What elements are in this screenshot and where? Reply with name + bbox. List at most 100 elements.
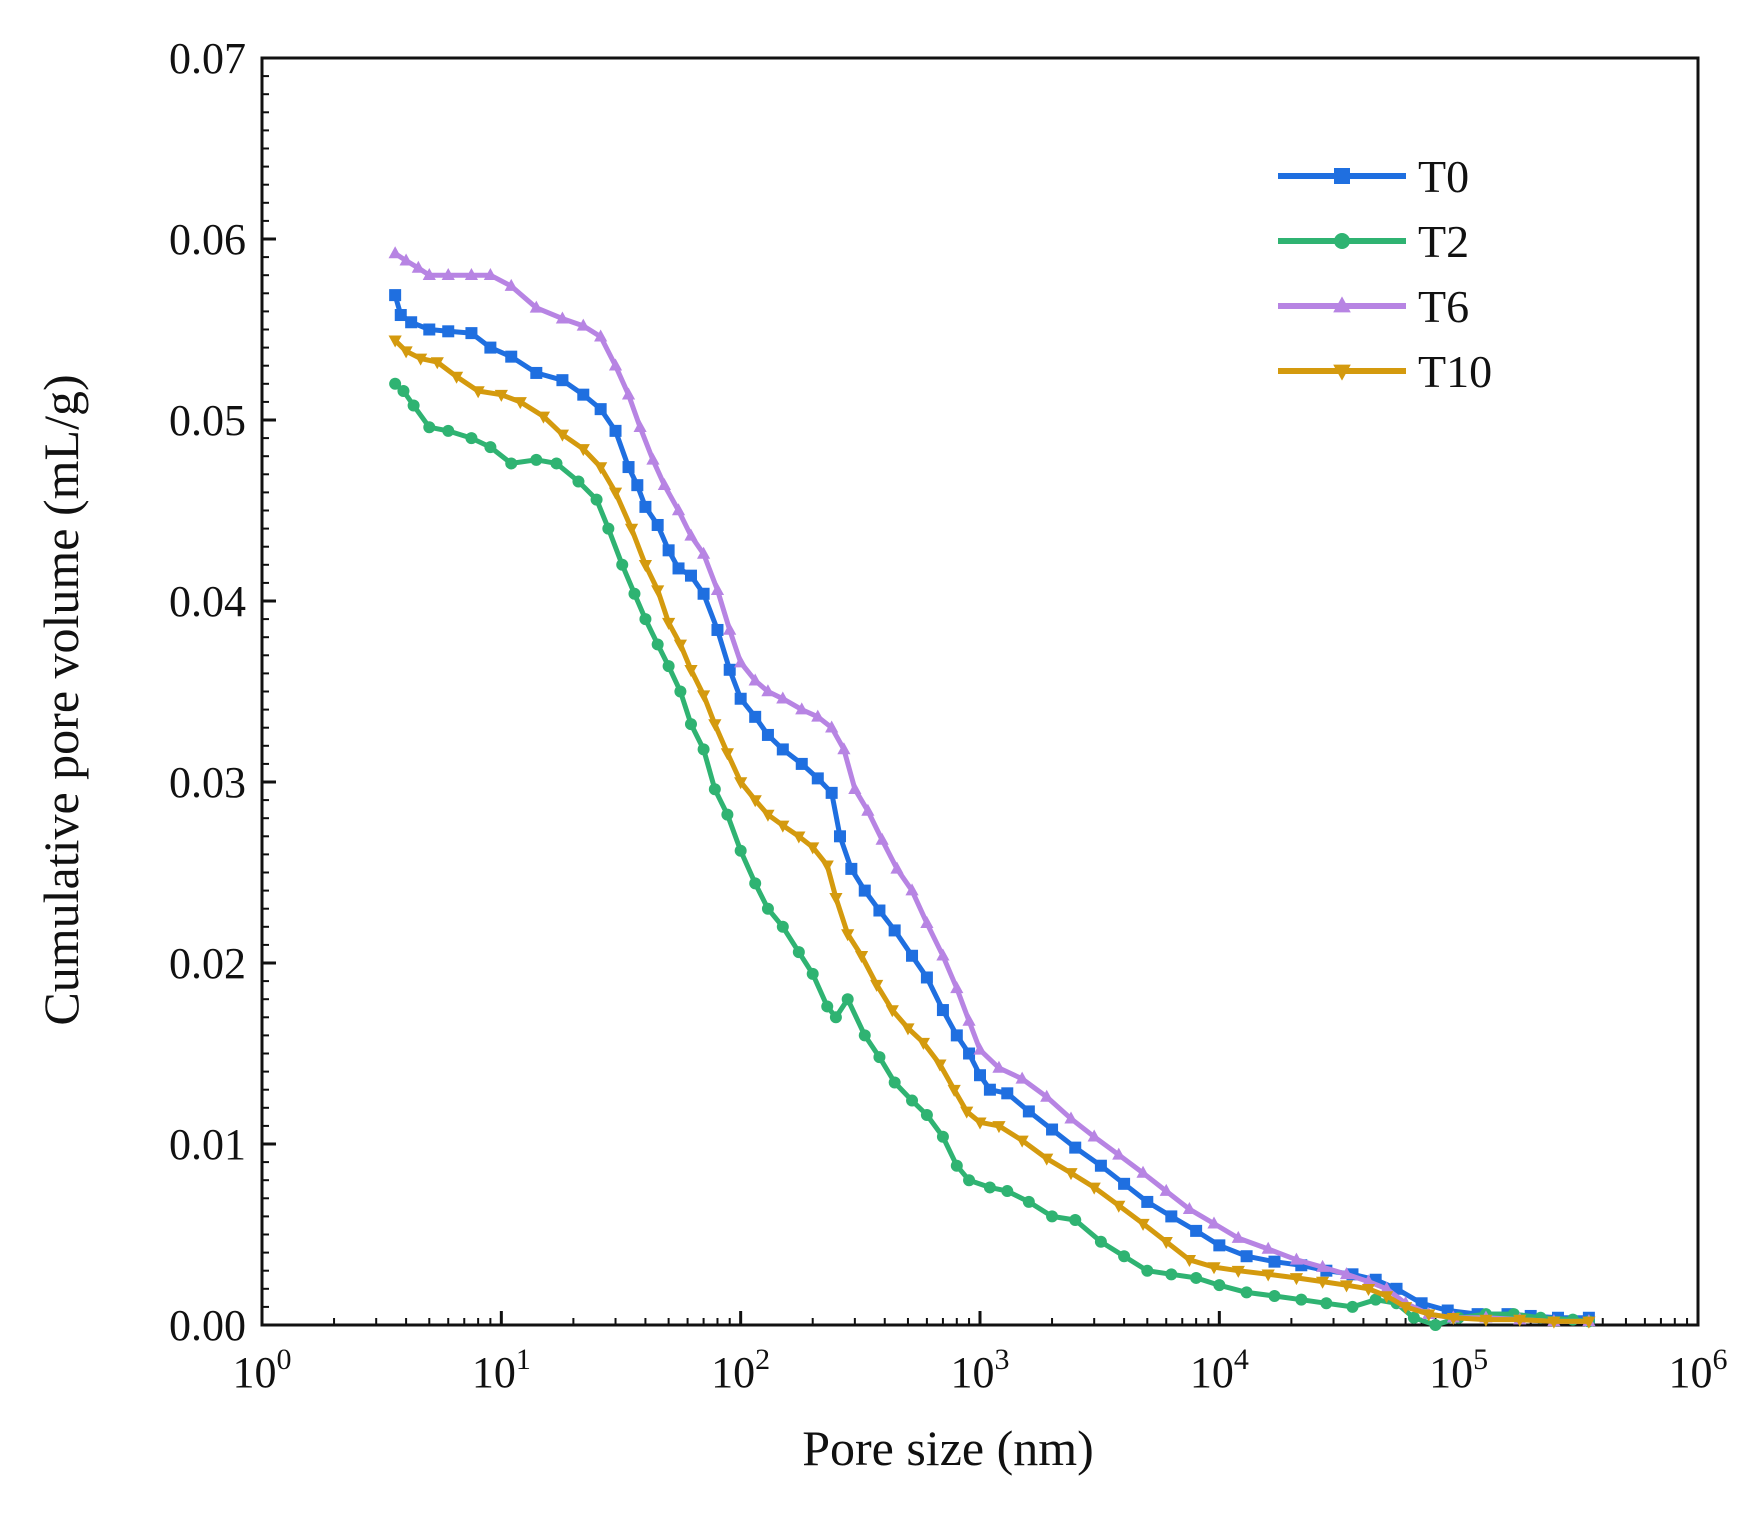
data-point-t2 bbox=[1213, 1279, 1226, 1292]
x-tick-label: 106 bbox=[1669, 1343, 1728, 1397]
data-point-t2 bbox=[662, 660, 675, 673]
y-tick-label: 0.07 bbox=[169, 34, 246, 83]
data-point-t0 bbox=[662, 544, 675, 557]
data-point-t10 bbox=[1479, 1314, 1493, 1327]
data-point-t2 bbox=[602, 522, 615, 535]
data-point-t6 bbox=[1087, 1129, 1101, 1142]
data-point-t0 bbox=[639, 500, 652, 513]
data-point-t6 bbox=[1159, 1183, 1173, 1196]
data-point-t6 bbox=[1015, 1071, 1029, 1084]
data-point-t6 bbox=[811, 709, 825, 722]
data-point-t10 bbox=[720, 748, 734, 761]
series-line-t10 bbox=[393, 338, 1589, 1324]
data-point-t10 bbox=[854, 950, 869, 963]
y-tick-label: 0.05 bbox=[169, 396, 246, 445]
data-point-t0 bbox=[974, 1069, 986, 1082]
data-point-t0 bbox=[983, 1083, 996, 1096]
data-point-t2 bbox=[829, 1011, 842, 1024]
data-point-t10 bbox=[414, 353, 428, 366]
data-point-t6 bbox=[555, 311, 570, 324]
y-tick-label: 0.03 bbox=[169, 758, 246, 807]
data-point-t6 bbox=[1261, 1241, 1275, 1254]
data-point-t2 bbox=[550, 457, 563, 470]
data-point-t10 bbox=[1182, 1255, 1197, 1268]
data-point-t2 bbox=[1320, 1297, 1333, 1310]
data-point-t2 bbox=[821, 1000, 834, 1013]
data-point-t2 bbox=[749, 877, 762, 890]
data-point-t10 bbox=[430, 357, 444, 370]
data-point-t0 bbox=[950, 1029, 963, 1042]
data-point-t10 bbox=[662, 617, 676, 630]
data-point-t6 bbox=[837, 742, 851, 755]
data-point-t10 bbox=[916, 1037, 930, 1050]
data-point-t10 bbox=[1064, 1168, 1078, 1181]
data-point-t0 bbox=[465, 327, 478, 340]
data-point-t6 bbox=[608, 358, 623, 371]
data-point-t2 bbox=[505, 457, 518, 470]
data-point-t6 bbox=[848, 782, 862, 795]
data-point-t0 bbox=[1268, 1255, 1281, 1268]
data-point-t0 bbox=[530, 366, 543, 379]
data-point-t0 bbox=[749, 710, 762, 723]
data-point-t6 bbox=[950, 981, 964, 994]
data-point-t10 bbox=[651, 585, 665, 598]
data-point-t0 bbox=[577, 388, 590, 401]
data-point-t10 bbox=[494, 389, 508, 402]
data-point-t10 bbox=[1339, 1280, 1354, 1293]
data-point-t10 bbox=[829, 893, 843, 906]
x-tick-label: 105 bbox=[1429, 1343, 1488, 1397]
data-point-t6 bbox=[388, 246, 402, 259]
data-point-t6 bbox=[671, 503, 686, 516]
data-point-t10 bbox=[1159, 1236, 1173, 1249]
data-point-t6 bbox=[657, 477, 671, 490]
data-point-t6 bbox=[748, 673, 762, 686]
data-point-t0 bbox=[873, 904, 886, 917]
data-point-t2 bbox=[841, 993, 854, 1006]
data-point-t6 bbox=[890, 861, 904, 874]
data-point-t10 bbox=[708, 719, 722, 732]
data-point-t2 bbox=[734, 844, 747, 857]
legend-label: T6 bbox=[1418, 281, 1469, 332]
data-point-t10 bbox=[1315, 1276, 1330, 1289]
data-point-t0 bbox=[1213, 1239, 1226, 1252]
data-point-t6 bbox=[411, 260, 425, 273]
data-point-t6 bbox=[710, 582, 725, 595]
data-point-t6 bbox=[441, 268, 455, 280]
data-point-t0 bbox=[906, 949, 919, 962]
data-point-t6 bbox=[992, 1060, 1006, 1073]
data-point-t2 bbox=[407, 399, 420, 412]
data-point-t6 bbox=[1315, 1259, 1330, 1272]
data-point-t0 bbox=[811, 772, 824, 785]
data-point-t0 bbox=[920, 971, 933, 984]
x-tick-label: 101 bbox=[472, 1343, 531, 1397]
data-point-t0 bbox=[761, 728, 774, 741]
data-point-t2 bbox=[806, 967, 819, 980]
data-point-t6 bbox=[621, 387, 636, 400]
data-point-t10 bbox=[388, 335, 402, 348]
data-point-t6 bbox=[1380, 1281, 1394, 1294]
data-point-t2 bbox=[858, 1029, 871, 1042]
data-point-t0 bbox=[405, 316, 418, 329]
data-point-t6 bbox=[696, 546, 711, 559]
data-point-t6 bbox=[723, 622, 737, 635]
y-tick-label: 0.00 bbox=[169, 1301, 246, 1350]
data-point-t2 bbox=[1407, 1311, 1420, 1324]
data-point-t6 bbox=[1064, 1111, 1078, 1124]
data-point-t0 bbox=[505, 350, 518, 363]
data-point-t6 bbox=[905, 883, 919, 896]
legend-marker bbox=[1333, 296, 1351, 313]
data-point-t0 bbox=[651, 518, 664, 531]
series-line-t6 bbox=[393, 251, 1589, 1324]
data-point-t2 bbox=[792, 946, 805, 959]
data-point-t6 bbox=[734, 655, 748, 668]
data-point-t2 bbox=[389, 377, 402, 390]
data-point-t2 bbox=[983, 1181, 996, 1194]
data-point-t2 bbox=[651, 638, 664, 651]
data-point-t10 bbox=[1261, 1269, 1275, 1282]
data-point-t0 bbox=[776, 743, 789, 756]
data-point-t6 bbox=[973, 1042, 987, 1055]
data-point-t10 bbox=[576, 444, 590, 457]
data-point-t10 bbox=[1582, 1316, 1596, 1329]
